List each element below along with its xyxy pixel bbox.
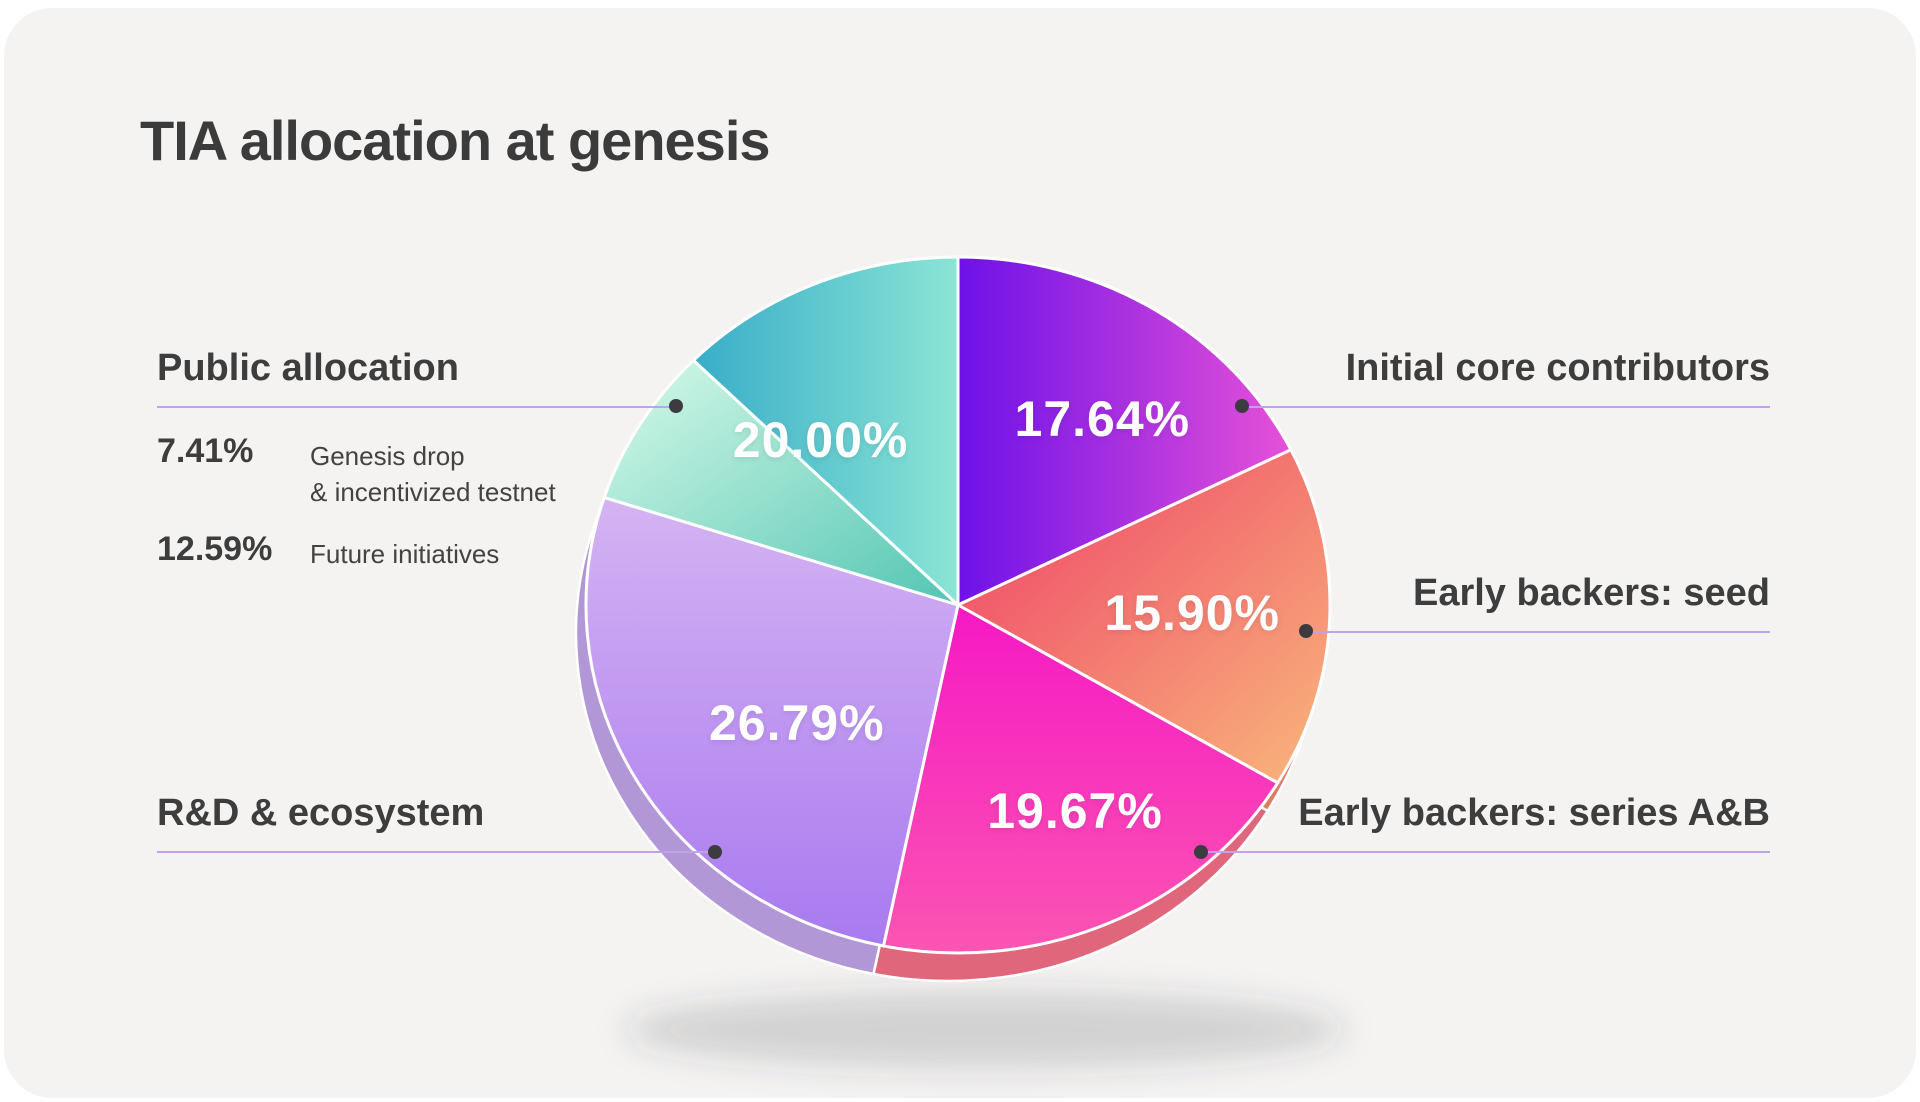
callout-seriesab-title: Early backers: series A&B [1298,792,1770,834]
connector-line-public [157,406,676,408]
connector-dot-seriesab [1194,845,1208,859]
connector-line-rnd [157,851,715,853]
pie-percent-rnd: 26.79% [708,694,885,751]
page-title: TIA allocation at genesis [140,109,771,172]
pie-slice-initial [956,255,1293,607]
pie-percent-seed: 15.90% [1104,584,1280,641]
public-row1-desc-line2: & incentivized testnet [310,477,556,507]
pie-slice-genesis [602,358,960,607]
pie-slice-rnd [584,495,960,948]
pie-slice-future [691,255,960,607]
callout-rnd-title: R&D & ecosystem [157,792,485,834]
connector-line-initial [1242,406,1770,408]
pie-percent-public: 20.00% [732,412,909,469]
connector-line-seriesab [1201,851,1770,853]
pie-percent-initial: 17.64% [1014,391,1191,448]
public-row2-desc: Future initiatives [310,539,500,569]
pie-floor-shadow [625,992,1345,1068]
callout-initial-title: Initial core contributors [1345,347,1770,389]
connector-dot-initial [1235,399,1249,413]
connector-line-seed [1306,631,1770,633]
pie-slice-seriesab [881,603,1280,955]
connector-dot-seed [1299,624,1313,638]
pie-percent-seriesab: 19.67% [987,782,1163,839]
callout-seed-title: Early backers: seed [1412,572,1770,614]
public-row1-desc-line1: Genesis drop [310,441,465,471]
public-row1-desc: Genesis drop & incentivized testnet [310,438,556,510]
connector-dot-public [669,399,683,413]
public-row2-percent: 12.59% [157,530,273,568]
callout-public-title: Public allocation [157,347,459,389]
connector-dot-rnd [708,845,722,859]
pie-slice-seed [956,448,1332,785]
public-row1-percent: 7.41% [157,432,254,470]
